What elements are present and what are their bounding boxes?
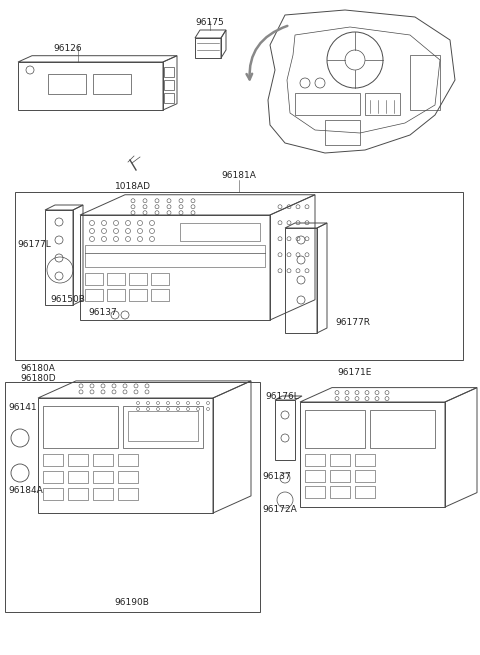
Text: 96171E: 96171E: [338, 368, 372, 377]
Text: 96190B: 96190B: [115, 598, 149, 607]
Bar: [118, 471, 138, 483]
Bar: [330, 454, 350, 466]
Text: 96172A: 96172A: [262, 505, 297, 514]
Bar: [164, 67, 174, 77]
Bar: [355, 454, 375, 466]
Bar: [305, 470, 325, 482]
Bar: [93, 471, 113, 483]
Bar: [164, 80, 174, 90]
Bar: [195, 38, 221, 58]
Bar: [85, 245, 265, 267]
Text: 96137: 96137: [262, 472, 291, 481]
Bar: [43, 406, 118, 448]
Bar: [410, 55, 440, 110]
Text: 96181A: 96181A: [222, 171, 256, 180]
Bar: [48, 74, 86, 94]
Text: 96137: 96137: [88, 308, 117, 317]
Text: 96180A: 96180A: [20, 364, 55, 373]
Text: 96177L: 96177L: [17, 240, 51, 249]
Bar: [118, 488, 138, 500]
Text: 96184A: 96184A: [8, 486, 43, 495]
Bar: [118, 454, 138, 466]
Text: 96126: 96126: [54, 44, 82, 53]
Bar: [330, 470, 350, 482]
Bar: [164, 93, 174, 103]
Bar: [43, 454, 63, 466]
Bar: [151, 289, 169, 301]
Bar: [305, 486, 325, 498]
Bar: [305, 410, 365, 448]
Text: 96177R: 96177R: [335, 318, 370, 327]
Bar: [85, 273, 103, 285]
Bar: [43, 471, 63, 483]
Bar: [295, 93, 360, 115]
Bar: [68, 471, 88, 483]
Bar: [180, 223, 260, 241]
Bar: [93, 454, 113, 466]
Bar: [85, 289, 103, 301]
Bar: [305, 454, 325, 466]
Bar: [123, 406, 203, 448]
Bar: [355, 470, 375, 482]
Bar: [5, 382, 260, 612]
Bar: [93, 488, 113, 500]
Text: 96180D: 96180D: [20, 374, 56, 383]
Bar: [151, 273, 169, 285]
Bar: [80, 215, 270, 320]
Bar: [68, 488, 88, 500]
Bar: [128, 411, 198, 441]
Bar: [330, 486, 350, 498]
Bar: [129, 289, 147, 301]
Text: 96176L: 96176L: [265, 392, 299, 401]
Bar: [107, 273, 125, 285]
Text: 96141: 96141: [8, 403, 36, 412]
Text: 96150B: 96150B: [50, 295, 85, 304]
Bar: [107, 289, 125, 301]
Bar: [300, 402, 445, 507]
Bar: [365, 93, 400, 115]
Bar: [43, 488, 63, 500]
Bar: [68, 454, 88, 466]
Bar: [15, 192, 463, 360]
Bar: [355, 486, 375, 498]
Bar: [325, 120, 360, 145]
Bar: [38, 398, 213, 513]
Text: 1018AD: 1018AD: [115, 182, 151, 191]
Text: 96175: 96175: [196, 18, 224, 27]
Bar: [93, 74, 131, 94]
Bar: [129, 273, 147, 285]
Bar: [370, 410, 435, 448]
